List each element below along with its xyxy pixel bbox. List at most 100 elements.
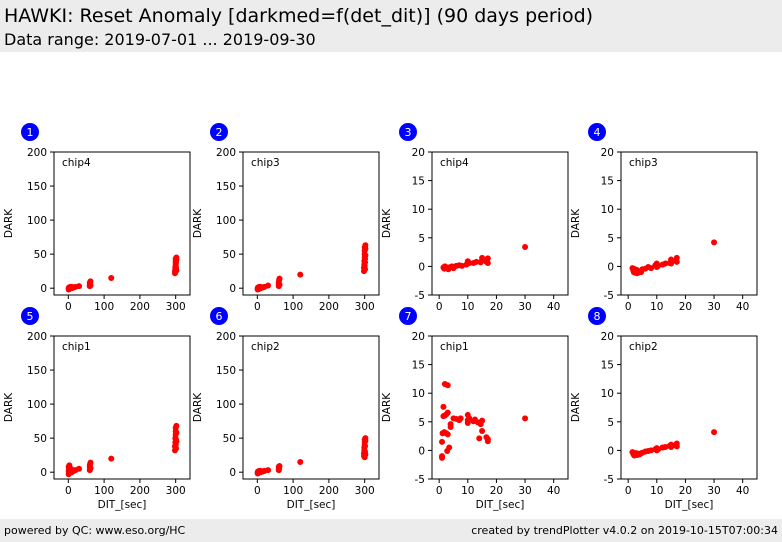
y-tick-label: 0	[229, 283, 236, 295]
y-tick-label: 10	[601, 388, 614, 400]
y-tick-label: 0	[40, 283, 47, 295]
data-point	[173, 422, 180, 429]
y-axis-label: DARK	[381, 392, 393, 422]
x-tick-label: 20	[490, 301, 503, 313]
data-point	[648, 265, 655, 272]
x-tick-label: 40	[736, 485, 749, 497]
y-axis-label: DARK	[570, 392, 582, 422]
plot-frame	[53, 151, 191, 296]
y-tick-label: 200	[216, 331, 236, 343]
data-point	[673, 443, 680, 450]
x-tick-label: 10	[650, 301, 663, 313]
plot-number-badge	[21, 123, 39, 141]
x-tick-label: 200	[130, 301, 150, 313]
y-tick-label: 150	[27, 181, 47, 193]
plot-frame	[431, 335, 569, 480]
y-tick-label: 50	[34, 249, 47, 261]
y-tick-label: 15	[412, 176, 425, 188]
data-point	[362, 451, 369, 458]
x-tick-label: 300	[355, 485, 375, 497]
plot-number: 5	[27, 310, 34, 323]
header-bar	[0, 0, 782, 52]
x-tick-label: 30	[707, 485, 720, 497]
y-axis-label: DARK	[3, 392, 15, 422]
x-tick-label: 100	[94, 301, 114, 313]
x-tick-label: 10	[650, 485, 663, 497]
x-tick-label: 0	[625, 301, 632, 313]
chip-label: chip3	[251, 157, 280, 169]
data-point	[447, 421, 454, 428]
y-tick-label: 20	[601, 147, 614, 159]
plot-number: 7	[405, 310, 412, 323]
plot-number-badge	[21, 307, 39, 325]
x-tick-label: 40	[547, 301, 560, 313]
page-title: HAWKI: Reset Anomaly [darkmed=f(det_dit)…	[4, 5, 594, 27]
data-point	[446, 444, 453, 451]
data-point	[108, 455, 115, 462]
x-tick-label: 40	[736, 301, 749, 313]
chip-label: chip4	[62, 157, 91, 169]
x-tick-label: 100	[94, 485, 114, 497]
data-point	[444, 382, 451, 389]
y-tick-label: 0	[607, 261, 614, 273]
data-point	[444, 431, 451, 438]
y-tick-label: 0	[40, 467, 47, 479]
data-point	[76, 283, 83, 290]
x-tick-label: 40	[547, 485, 560, 497]
y-tick-label: 5	[418, 417, 425, 429]
x-tick-label: 200	[319, 301, 339, 313]
data-point	[439, 454, 446, 461]
data-point	[479, 417, 486, 424]
data-point	[522, 415, 529, 422]
x-tick-label: 30	[518, 485, 531, 497]
chip-label: chip2	[251, 341, 280, 353]
y-tick-label: 0	[418, 261, 425, 273]
y-tick-label: 150	[216, 365, 236, 377]
x-tick-label: 200	[319, 485, 339, 497]
x-tick-label: 300	[166, 301, 186, 313]
plot-number: 4	[594, 126, 601, 139]
chip-label: chip1	[440, 341, 469, 353]
data-point	[276, 463, 283, 470]
data-point	[476, 435, 483, 442]
y-tick-label: 20	[412, 331, 425, 343]
y-tick-label: 10	[601, 204, 614, 216]
footer-generator: created by trendPlotter v4.0.2 on 2019-1…	[471, 524, 778, 537]
plot-number: 3	[405, 126, 412, 139]
data-point	[668, 260, 675, 267]
y-tick-label: -5	[604, 290, 614, 302]
y-tick-label: 100	[27, 215, 47, 227]
x-axis-label: DIT_[sec]	[665, 499, 714, 511]
x-tick-label: 100	[283, 485, 303, 497]
x-tick-label: 100	[283, 301, 303, 313]
data-point	[673, 258, 680, 265]
y-tick-label: 5	[607, 417, 614, 429]
data-point	[361, 262, 368, 269]
y-tick-label: 200	[27, 331, 47, 343]
y-tick-label: 5	[418, 233, 425, 245]
data-point	[276, 275, 283, 282]
footer-credit: powered by QC: www.eso.org/HC	[4, 524, 186, 537]
plot-frame	[242, 151, 380, 296]
data-point	[484, 255, 491, 262]
data-point	[76, 465, 83, 472]
data-point	[173, 438, 180, 445]
plot-frame	[431, 151, 569, 296]
y-tick-label: 15	[601, 360, 614, 372]
x-axis-label: DIT_[sec]	[287, 499, 336, 511]
data-point	[711, 429, 718, 436]
data-point	[173, 429, 180, 436]
data-point	[265, 467, 272, 474]
x-tick-label: 0	[65, 301, 72, 313]
y-axis-label: DARK	[570, 208, 582, 238]
x-tick-label: 0	[436, 301, 443, 313]
data-point	[711, 239, 718, 246]
x-tick-label: 0	[65, 485, 72, 497]
plot-number-badge	[588, 123, 606, 141]
x-tick-label: 0	[254, 301, 261, 313]
y-tick-label: 20	[412, 147, 425, 159]
plot-number-badge	[210, 307, 228, 325]
data-point	[362, 435, 369, 442]
plot-frame	[242, 335, 380, 480]
